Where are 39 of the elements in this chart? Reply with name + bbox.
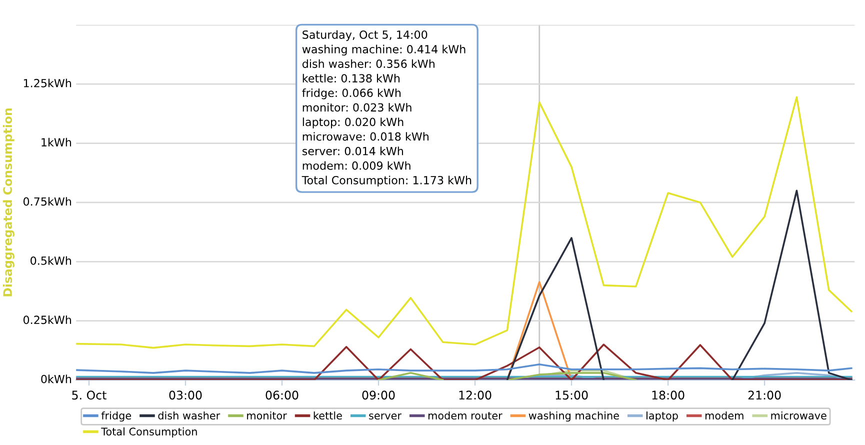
legend-label: modem <box>705 411 744 420</box>
y-tick-label: 1.25kWh <box>24 78 72 88</box>
annotation: monitor: 0.023 kWh <box>302 103 412 112</box>
line-series <box>76 364 852 374</box>
annotation: modem: 0.009 kWh <box>302 161 410 170</box>
legend-label: fridge <box>101 411 132 422</box>
x-tick-label: 21:00 <box>748 390 781 400</box>
legend-label: Total Consumption <box>101 427 197 438</box>
x-tick-label: 15:00 <box>556 390 588 400</box>
legend-label: server <box>369 414 402 420</box>
annotation: fridge: 0.066 kWh <box>302 88 401 100</box>
legend-label: laptop <box>646 411 678 422</box>
legend-label: washing machine <box>528 411 619 422</box>
y-tick-label: 0.25kWh <box>23 315 72 324</box>
legend-label: kettle <box>314 411 342 420</box>
y-axis-title: Disaggregated Consumption <box>2 108 14 296</box>
x-tick-label: 03:00 <box>169 390 202 400</box>
legend-label: microwave <box>771 411 826 420</box>
annotation: Total Consumption: 1.173 kWh <box>302 176 472 187</box>
x-tick-label: 09:00 <box>362 390 395 400</box>
x-tick-label: 5. Oct <box>72 390 106 400</box>
legend-label: dish washer <box>158 411 220 420</box>
legend-label: modem router <box>428 411 502 420</box>
y-tick-label: 0.5kWh <box>30 256 72 265</box>
y-tick-label: 0.75kWh <box>23 197 72 206</box>
annotation: server: 0.014 kWh <box>302 146 403 156</box>
annotation: kettle: 0.138 kWh <box>302 74 400 83</box>
x-tick-label: 12:00 <box>459 390 492 400</box>
legend-label: monitor <box>247 411 287 420</box>
annotation: washing machine: 0.414 kWh <box>302 44 466 56</box>
line-series <box>76 344 852 380</box>
annotation: Saturday, Oct 5, 14:00 <box>302 30 428 41</box>
y-tick-label: 1kWh <box>42 138 72 146</box>
x-tick-label: 06:00 <box>266 390 298 400</box>
annotation: laptop: 0.020 kWh <box>302 118 404 128</box>
annotation: dish washer: 0.356 kWh <box>302 59 434 68</box>
x-tick-label: 18:00 <box>652 390 684 400</box>
annotation: microwave: 0.018 kWh <box>302 132 428 141</box>
y-tick-label: 0kWh <box>41 374 72 384</box>
